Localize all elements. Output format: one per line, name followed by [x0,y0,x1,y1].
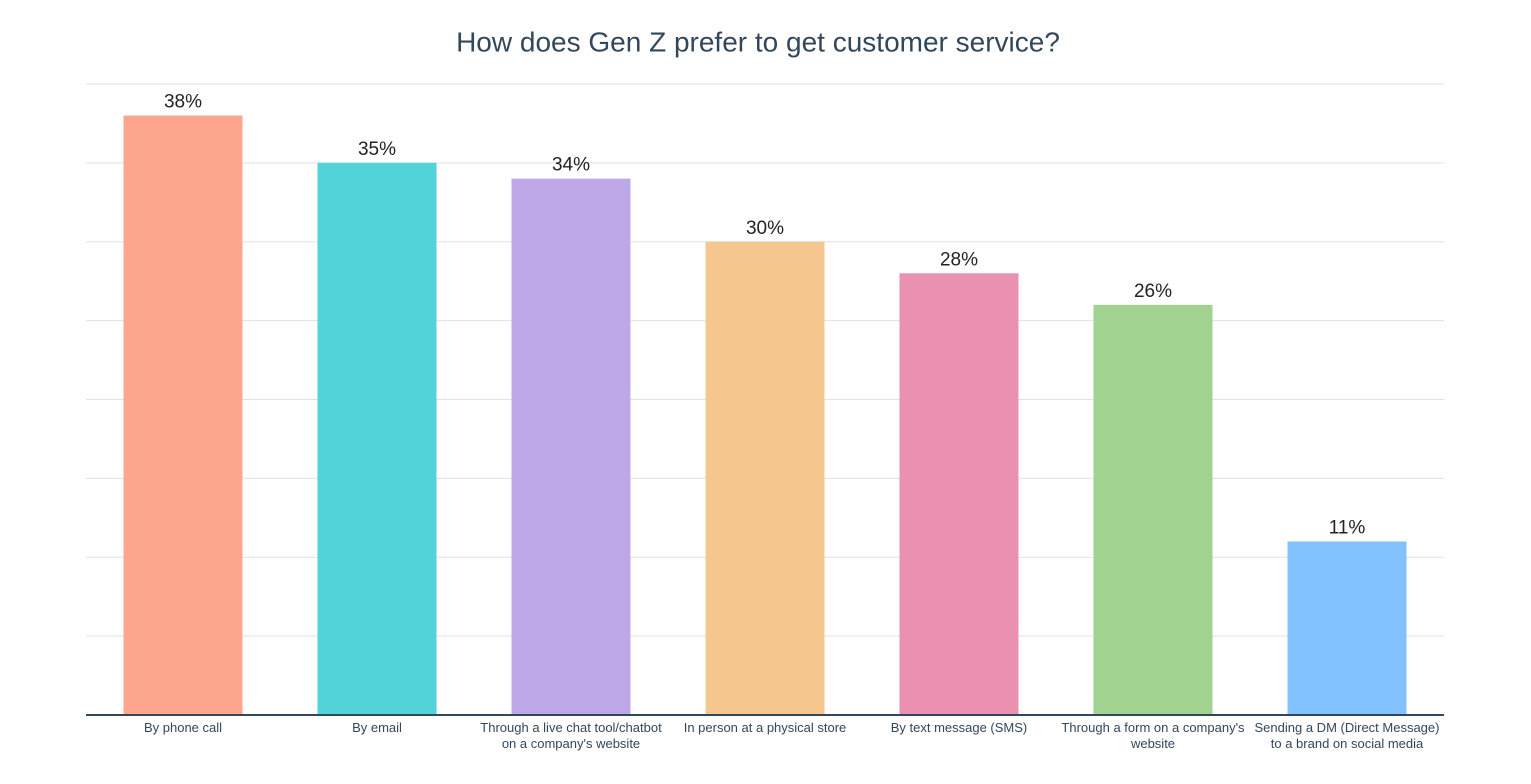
value-label: 11% [1329,517,1366,538]
x-tick-label: Sending a DM (Direct Message) to a brand… [1254,720,1440,751]
x-tick-label: By email [352,720,402,735]
bar [705,241,825,715]
value-label: 38% [164,92,202,113]
value-label: 34% [552,155,590,176]
bar [899,273,1019,715]
bar [1093,304,1213,715]
chart-title: How does Gen Z prefer to get customer se… [456,26,1060,57]
x-tick-label: Through a live chat tool/chatbot on a co… [480,720,662,751]
x-tick-label: By text message (SMS) [890,720,1028,735]
bar [123,115,243,716]
x-tick-label: By phone call [143,720,223,735]
bar [1287,541,1407,715]
value-label: 35% [358,139,396,160]
value-label: 28% [940,249,978,270]
x-tick-label: Through a form on a company's website [1061,720,1245,751]
value-label: 26% [1134,281,1172,302]
bar [317,162,437,715]
value-label: 30% [746,218,784,239]
bar [511,178,631,715]
x-tick-label: In person at a physical store [683,720,847,735]
